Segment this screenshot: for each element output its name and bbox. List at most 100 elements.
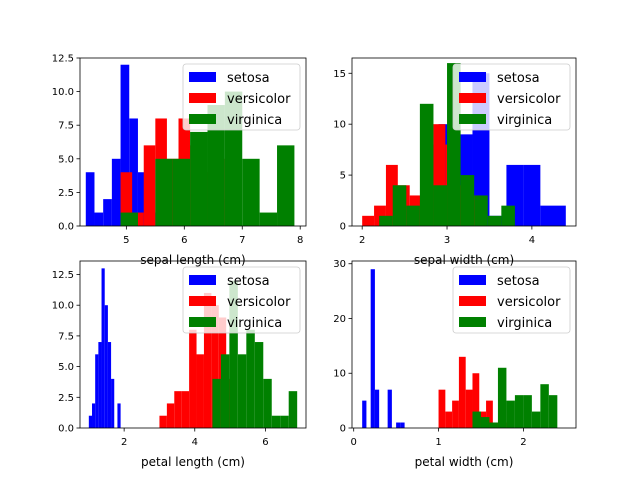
histogram-bar-versicolor	[385, 164, 398, 226]
y-tick-label: 12.5	[52, 270, 74, 281]
histogram-bar-setosa	[111, 158, 121, 226]
axes-frame	[79, 260, 307, 429]
histogram-bar-setosa	[94, 212, 104, 226]
y-tick-label: 0.0	[58, 222, 74, 233]
histogram-bar-setosa	[107, 342, 112, 428]
legend: setosa versicolor virginica	[182, 266, 301, 334]
x-axis-label: petal length (cm)	[141, 455, 245, 469]
y-tick-label: 10.0	[52, 87, 74, 98]
legend-swatch-virginica	[189, 114, 216, 124]
legend-swatch-virginica	[459, 317, 486, 327]
legend: setosa versicolor virginica	[452, 63, 571, 131]
y-tick-label: 0.0	[58, 424, 74, 435]
histogram-bar-versicolor	[458, 356, 466, 428]
histogram-bar-versicolor	[174, 391, 182, 428]
histogram-bar-virginica	[472, 411, 481, 428]
histogram-bar-setosa	[387, 389, 392, 428]
histogram-bar-versicolor	[166, 403, 175, 428]
legend: setosa versicolor virginica	[452, 266, 571, 334]
histogram-bar-setosa	[370, 269, 375, 428]
legend-label-versicolor: versicolor	[497, 92, 561, 107]
y-tick-label: 0	[340, 424, 346, 435]
x-axis-label: sepal length (cm)	[140, 253, 245, 267]
histogram-bar-virginica	[190, 131, 208, 226]
histogram-bar-versicolor	[201, 172, 214, 226]
legend-label-setosa: setosa	[497, 71, 540, 86]
y-tick-label: 12.5	[52, 54, 74, 65]
y-tick-label: 10	[333, 120, 346, 131]
y-tick-label: 7.5	[58, 331, 74, 342]
x-tick-label: 2	[359, 235, 365, 246]
legend-label-setosa: setosa	[497, 274, 540, 289]
histogram-bar-versicolor	[159, 415, 167, 428]
histogram-bar-virginica	[406, 205, 420, 226]
histogram-bar-versicolor	[452, 400, 459, 428]
histogram-bar-setosa	[129, 118, 138, 226]
legend-swatch-setosa	[459, 275, 486, 285]
histogram-bar-setosa	[374, 389, 380, 428]
histogram-bar-versicolor	[143, 145, 156, 226]
histogram-bar-virginica	[280, 415, 289, 428]
y-tick-label: 0	[340, 222, 346, 233]
legend-swatch-versicolor	[459, 93, 486, 103]
histogram-bar-virginica	[531, 411, 541, 428]
histogram-bar-virginica	[474, 195, 488, 226]
legend-swatch-versicolor	[459, 296, 486, 306]
histogram-bar-virginica	[277, 145, 295, 226]
x-tick-label: 0	[351, 437, 357, 448]
histogram-bar-setosa	[362, 400, 367, 428]
histogram-bar-versicolor	[472, 373, 480, 428]
histogram-bar-virginica	[288, 391, 298, 428]
histogram-bar-virginica	[379, 215, 393, 226]
histogram-bar-setosa	[104, 305, 108, 428]
subplot-1: 5 6 7 8 0.0 2.5 5.0 7.5 10.0 12.5 sepal length (cm…	[52, 54, 307, 267]
histogram-bar-versicolor	[189, 329, 197, 428]
histogram-bar-setosa	[400, 422, 405, 428]
histogram-bar-virginica	[254, 342, 264, 428]
histogram-bar-virginica	[419, 103, 434, 226]
histogram-bar-versicolor	[465, 389, 473, 428]
histogram-bar-virginica	[263, 378, 272, 428]
legend-swatch-setosa	[189, 72, 216, 82]
histogram-bar-virginica	[433, 185, 448, 226]
x-axis-label: petal width (cm)	[415, 455, 514, 469]
axes-frame	[351, 260, 577, 429]
x-tick-label: 5	[123, 235, 129, 246]
legend-label-versicolor: versicolor	[497, 295, 561, 310]
histogram-bar-virginica	[237, 354, 247, 428]
x-tick-label: 2	[121, 437, 127, 448]
histogram-bar-virginica	[460, 175, 475, 226]
histogram-bar-setosa	[111, 378, 115, 428]
legend-swatch-setosa	[459, 72, 486, 82]
histogram-bar-setosa	[523, 164, 541, 226]
y-tick-label: 2.5	[58, 188, 74, 199]
histogram-bar-virginica	[497, 367, 507, 428]
histogram-bar-versicolor	[362, 215, 375, 226]
histogram-bar-versicolor	[196, 354, 204, 428]
histogram-bar-versicolor	[203, 292, 212, 428]
histogram-bar-setosa	[117, 403, 121, 428]
histogram-bar-virginica	[259, 212, 278, 226]
legend-swatch-virginica	[459, 114, 486, 124]
histogram-bar-virginica	[155, 158, 173, 226]
histogram-bar-virginica	[271, 415, 281, 428]
legend: setosa versicolor virginica	[182, 63, 301, 131]
histogram-bar-virginica	[207, 105, 225, 226]
subplot-2: 2 3 4 0 5 10 15 sepal width (cm) setosa versicolo…	[333, 57, 577, 267]
histogram-bar-versicolor	[438, 389, 446, 428]
x-tick-label: 4	[529, 235, 535, 246]
legend-label-setosa: setosa	[227, 71, 270, 86]
legend-label-virginica: virginica	[497, 316, 552, 331]
histogram-bar-setosa	[101, 268, 105, 428]
legend-label-virginica: virginica	[497, 113, 552, 128]
x-axis-label: sepal width (cm)	[414, 253, 514, 267]
histogram-bar-versicolor	[120, 172, 133, 226]
histogram-bar-virginica	[514, 395, 524, 428]
y-tick-label: 5.0	[58, 362, 74, 373]
y-tick-label: 10	[333, 369, 346, 380]
histogram-bar-versicolor	[166, 158, 179, 226]
legend-label-versicolor: versicolor	[227, 295, 291, 310]
histogram-bar-setosa	[85, 172, 95, 226]
